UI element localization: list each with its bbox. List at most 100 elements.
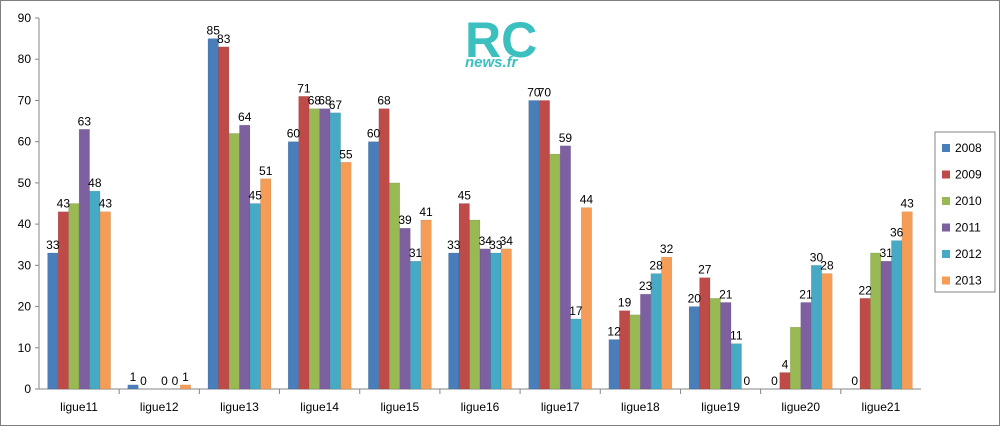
bar <box>619 310 631 390</box>
bar <box>661 256 673 390</box>
bar <box>870 252 882 390</box>
bar <box>308 108 320 390</box>
bar <box>89 190 101 390</box>
bar <box>810 265 822 390</box>
y-tick-label: 80 <box>18 52 32 66</box>
category-label: ligue21 <box>862 400 901 414</box>
bar <box>218 46 230 390</box>
legend-label: 2013 <box>955 274 982 288</box>
bar <box>608 339 620 390</box>
data-label: 43 <box>57 197 71 211</box>
bar <box>490 252 502 390</box>
chart-legend: 2008 2009 2010 2011 2012 2013 <box>934 131 996 293</box>
bar <box>319 108 331 390</box>
data-label: 67 <box>329 98 343 112</box>
bar <box>47 252 59 390</box>
data-label: 59 <box>559 131 573 145</box>
data-label: 68 <box>318 94 332 108</box>
y-tick-label: 40 <box>18 217 32 231</box>
bar <box>629 314 641 390</box>
data-label: 68 <box>308 94 322 108</box>
bar <box>368 141 380 390</box>
data-label: 33 <box>447 238 461 252</box>
bar <box>699 277 711 390</box>
bar <box>68 203 80 390</box>
data-label: 55 <box>339 147 353 161</box>
data-label: 85 <box>207 24 221 38</box>
data-label: 36 <box>890 226 904 240</box>
data-label: 27 <box>698 263 712 277</box>
bar <box>180 384 192 390</box>
data-label: 48 <box>88 176 102 190</box>
legend-swatch <box>942 223 950 232</box>
bar <box>880 260 892 390</box>
data-label: 64 <box>238 110 252 124</box>
category-label: ligue15 <box>380 400 419 414</box>
data-label: 68 <box>377 94 391 108</box>
data-label: 0 <box>851 374 858 388</box>
bar <box>458 203 470 390</box>
data-label: 0 <box>743 374 750 388</box>
bar <box>260 178 272 390</box>
legend-label: 2011 <box>955 221 981 235</box>
category-label: ligue18 <box>621 400 660 414</box>
bar <box>340 162 352 390</box>
logo-main-text: RC <box>465 12 537 68</box>
bar <box>287 141 299 390</box>
data-label: 17 <box>569 304 583 318</box>
bar <box>901 211 913 390</box>
data-label: 43 <box>99 197 113 211</box>
data-label: 70 <box>538 85 552 99</box>
bar <box>789 326 801 390</box>
bar <box>779 372 791 390</box>
category-label: ligue19 <box>701 400 740 414</box>
bar <box>78 129 90 390</box>
data-label: 34 <box>479 234 493 248</box>
legend-swatch <box>942 170 950 179</box>
bar <box>559 145 571 390</box>
y-tick-label: 20 <box>18 300 32 314</box>
legend-label: 2010 <box>955 194 982 208</box>
y-tick-label: 50 <box>18 176 32 190</box>
data-label: 1 <box>130 370 137 384</box>
chart-category-labels: ligue11 ligue12 ligue13 ligue14 ligue15 ligue… <box>60 400 900 414</box>
chart-bars <box>47 38 913 390</box>
category-label: ligue13 <box>220 400 259 414</box>
data-label: 39 <box>398 213 412 227</box>
y-tick-label: 60 <box>18 135 32 149</box>
bar <box>298 96 310 390</box>
bar <box>570 318 582 390</box>
data-label: 33 <box>46 238 60 252</box>
bar <box>709 298 721 390</box>
bar <box>640 293 652 390</box>
data-label: 45 <box>458 189 472 203</box>
category-label: ligue17 <box>541 400 580 414</box>
bar <box>228 133 240 390</box>
legend-swatch <box>942 144 950 152</box>
category-label: ligue20 <box>781 400 820 414</box>
y-tick-label: 10 <box>18 341 32 355</box>
bar <box>378 108 390 390</box>
data-label: 44 <box>580 193 594 207</box>
data-label: 12 <box>607 325 621 339</box>
bar <box>207 38 219 390</box>
data-label: 11 <box>730 329 743 343</box>
data-label: 43 <box>900 197 914 211</box>
bar <box>239 124 251 390</box>
category-label: ligue11 <box>60 400 98 414</box>
data-label: 21 <box>799 287 813 301</box>
legend-box <box>934 131 996 293</box>
data-label: 0 <box>140 374 147 388</box>
data-label: 63 <box>78 114 92 128</box>
bar <box>720 302 732 390</box>
bar <box>688 306 700 390</box>
bar <box>99 211 111 390</box>
bar <box>859 298 871 390</box>
bar <box>500 248 512 390</box>
y-tick-label: 30 <box>18 258 32 272</box>
category-label: ligue16 <box>461 400 500 414</box>
legend-swatch <box>942 276 950 285</box>
legend-swatch <box>942 250 950 258</box>
bar <box>549 153 561 390</box>
